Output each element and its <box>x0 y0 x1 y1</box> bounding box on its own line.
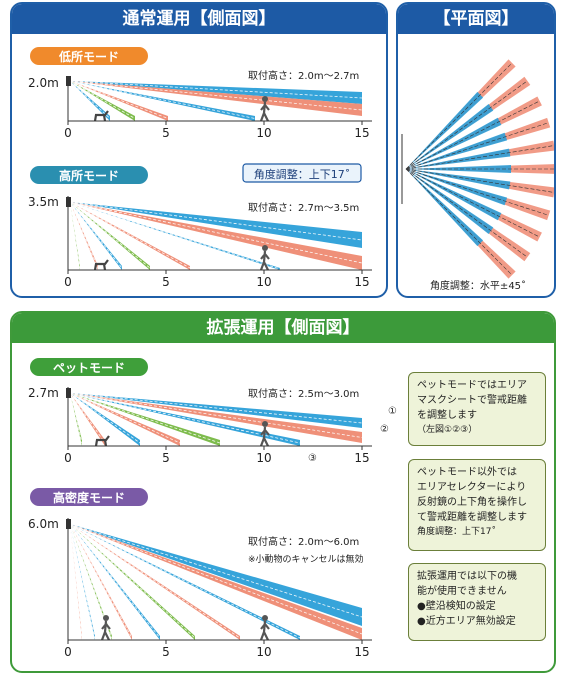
plan-beam-centerline <box>405 145 554 170</box>
limits-bullet: ●壁沿検知の設定 <box>417 601 496 612</box>
pet-note-line: を調整します <box>417 410 477 421</box>
plan-beam-centerline <box>405 80 528 170</box>
plan-beam-centerline <box>405 168 549 216</box>
selector-note-line: 反射鏡の上下角を操作し <box>417 497 527 508</box>
plan-beam-centerline <box>405 168 540 238</box>
plan-beam-inner <box>406 169 508 206</box>
selector-note-sub: 角度調整：上下17˚ <box>417 527 496 537</box>
pet-note-sub: （左図①②③） <box>417 425 478 435</box>
plan-view-title: 【平面図】 <box>398 4 554 34</box>
extended-operation-panel: 拡張運用【側面図】 <box>10 311 556 673</box>
plan-beam-inner <box>406 169 494 234</box>
pet-note-line: マスクシートで警戒距離 <box>417 395 527 406</box>
selector-note: ペットモード以外では エリアセレクターにより 反射鏡の上下角を操作し て警戒距離… <box>408 459 546 551</box>
plan-caption: 角度調整：水平±45˚ <box>430 279 526 292</box>
normal-operation-title: 通常運用【側面図】 <box>12 4 386 34</box>
plan-beam-inner <box>406 169 502 221</box>
plan-view-diagram: 角度調整：水平±45˚ <box>401 59 554 292</box>
limits-bullet: ●近方エリア無効設定 <box>417 616 516 627</box>
plan-beam-inner <box>406 169 511 190</box>
plan-view-panel: 【平面図】 角度調整：水平±45˚ <box>396 2 556 298</box>
plan-beam-inner <box>406 132 508 169</box>
normal-operation-panel: 通常運用【側面図】 <box>10 2 388 298</box>
plan-beam-inner <box>406 117 502 169</box>
limits-note-line: 能が使用できません <box>417 586 507 597</box>
selector-note-line: て警戒距離を調整します <box>417 512 527 523</box>
plan-beam-centerline <box>405 62 513 170</box>
plan-beam-inner <box>406 104 494 169</box>
pet-note-line: ペットモードではエリア <box>417 380 527 391</box>
selector-note-line: エリアセレクターにより <box>417 482 527 493</box>
plan-beam-centerline <box>405 168 528 258</box>
plan-beam-centerline <box>405 168 554 193</box>
plan-fan <box>405 59 554 279</box>
plan-beam-inner <box>406 148 511 169</box>
plan-beam-centerline <box>405 122 549 170</box>
plan-beam-inner <box>406 165 511 173</box>
plan-beam-centerline <box>405 168 513 276</box>
plan-beam-centerline <box>405 100 540 170</box>
extended-operation-title: 拡張運用【側面図】 <box>12 313 554 343</box>
limits-note-line: 拡張運用では以下の機 <box>417 571 517 582</box>
pet-mode-note: ペットモードではエリア マスクシートで警戒距離 を調整します （左図①②③） <box>408 372 546 446</box>
selector-note-line: ペットモード以外では <box>417 467 517 478</box>
limits-note: 拡張運用では以下の機 能が使用できません ●壁沿検知の設定 ●近方エリア無効設定 <box>408 563 546 641</box>
